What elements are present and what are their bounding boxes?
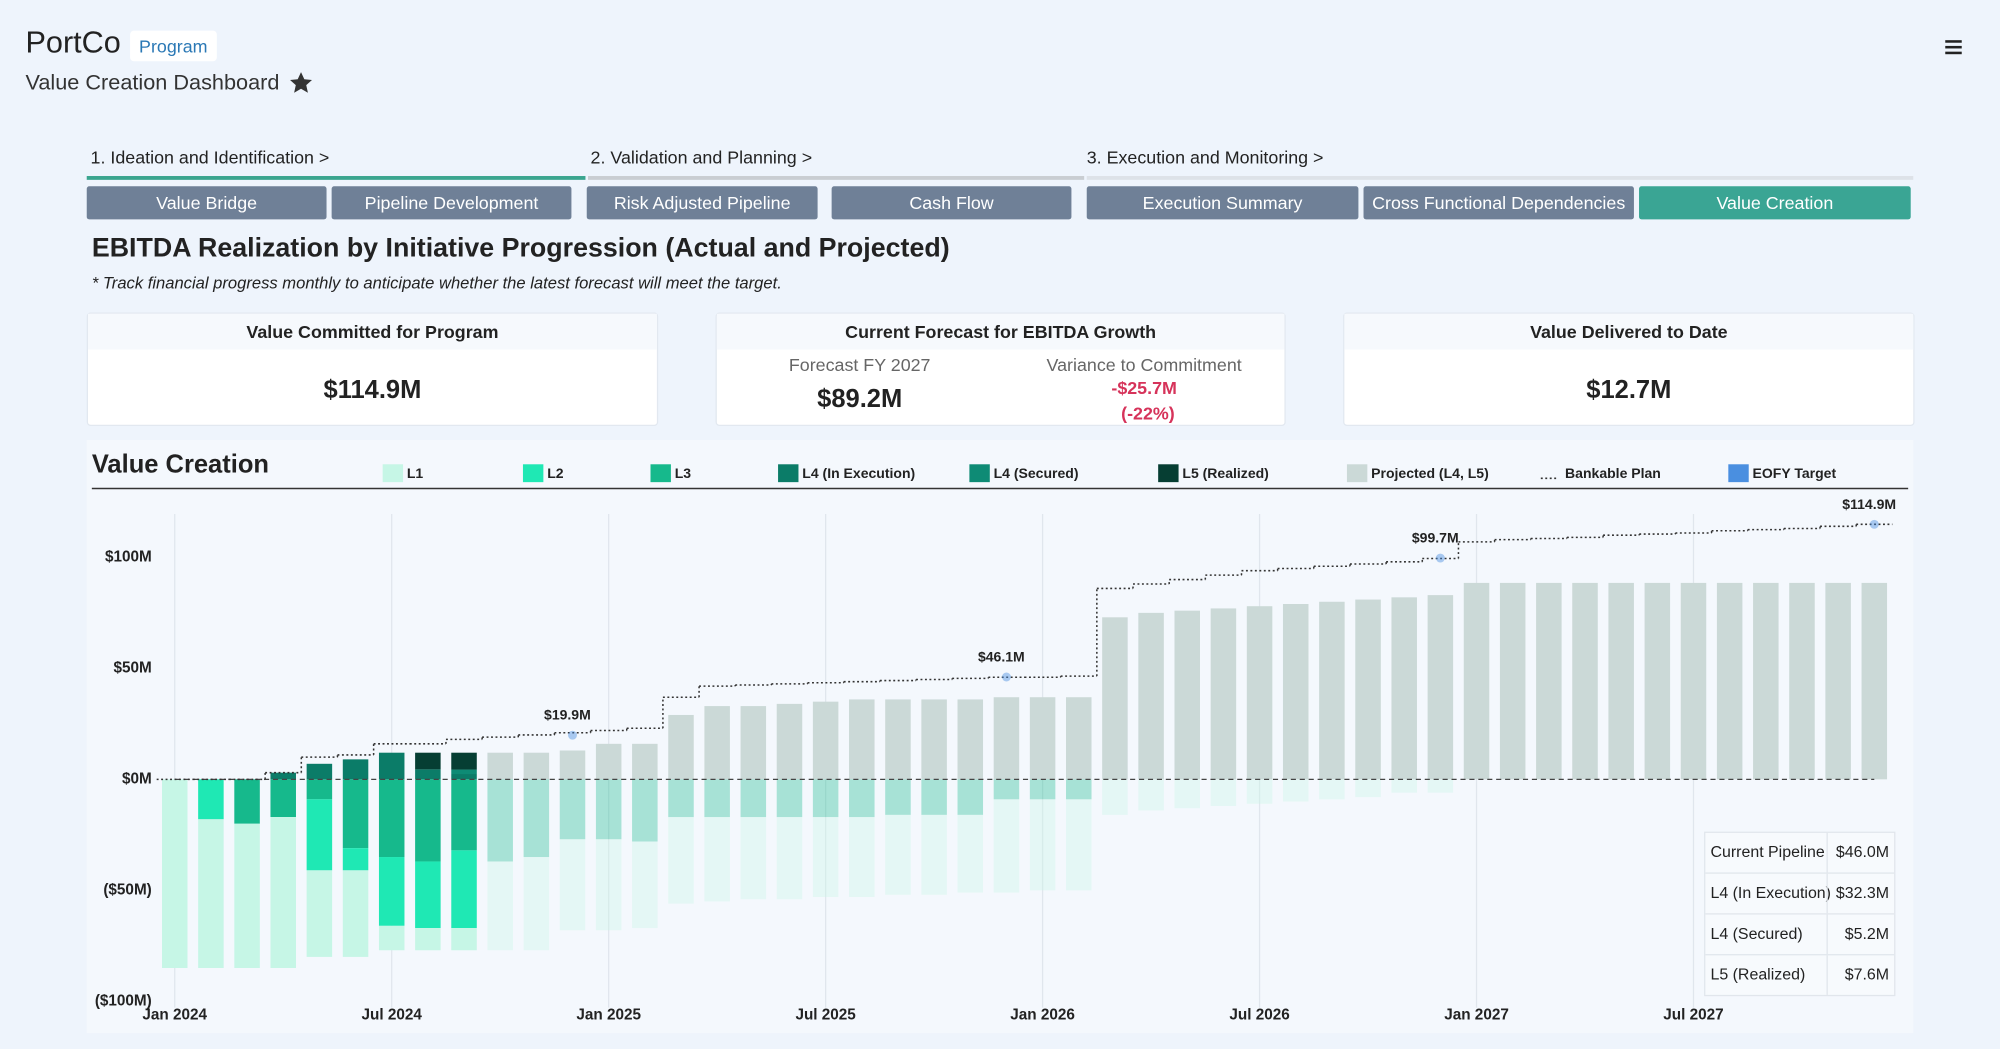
favorite-star[interactable] <box>288 70 314 96</box>
table-label: L5 (Realized) <box>1710 965 1806 984</box>
kpi-card: Value Committed for Program $114.9M <box>86 312 659 427</box>
table-row: L5 (Realized) $7.6M <box>1705 954 1895 995</box>
kpi-title: Value Delivered to Date <box>1344 313 1914 350</box>
badge: Program <box>130 30 217 62</box>
step-bar <box>1086 176 1914 180</box>
table-row: L4 (Secured) $5.2M <box>1705 913 1895 955</box>
tab[interactable]: Execution Summary <box>1086 186 1359 220</box>
kpi-card: Current Forecast for EBITDA Growth Forec… <box>715 312 1286 427</box>
step-bar <box>588 176 1085 180</box>
kpi-value: $114.9M <box>323 376 422 405</box>
kpi-value: $12.7M <box>1586 376 1672 405</box>
step[interactable]: 1. Ideation and Identification > <box>90 146 330 168</box>
dashboard-title: Value Creation Dashboard <box>25 70 280 95</box>
page-title: EBITDA Realization by Initiative Progres… <box>91 233 950 263</box>
kpi-card: Value Delivered to Date $12.7M <box>1343 312 1915 427</box>
tab[interactable]: Cash Flow <box>831 186 1072 220</box>
table-value: $46.0M <box>1826 832 1889 873</box>
tab[interactable]: Risk Adjusted Pipeline <box>586 186 818 220</box>
table-value: $7.6M <box>1826 955 1889 995</box>
note: * Track financial progress monthly to an… <box>91 272 782 293</box>
table-label: Current Pipeline <box>1710 843 1825 861</box>
kpi-label: Forecast FY 2027 <box>788 354 931 375</box>
kpi-variance: -$25.7M <box>1111 377 1177 398</box>
kpi-label: Variance to Commitment <box>1046 354 1242 375</box>
table-row: L4 (In Execution) $32.3M <box>1705 872 1895 914</box>
kpi-title: Current Forecast for EBITDA Growth <box>716 313 1285 350</box>
table-label: L4 (Secured) <box>1710 924 1803 943</box>
step-bar <box>86 176 586 180</box>
table-label: L4 (In Execution) <box>1710 883 1831 902</box>
tab[interactable]: Value Creation <box>1639 186 1911 220</box>
menu-icon[interactable] <box>1945 38 1963 56</box>
step[interactable]: 2. Validation and Planning > <box>590 146 813 168</box>
table-value: $5.2M <box>1826 914 1889 955</box>
kpi-variance-pct: (-22%) <box>1121 403 1175 424</box>
brand: PortCo <box>25 25 121 60</box>
summary-table: Current Pipeline $46.0M L4 (In Execution)… <box>1704 831 1896 997</box>
tab[interactable]: Cross Functional Dependencies <box>1363 186 1634 220</box>
kpi-value: $89.2M <box>817 385 903 414</box>
chart-panel <box>86 440 1914 1034</box>
kpi-title: Value Committed for Program <box>88 313 657 350</box>
tab[interactable]: Pipeline Development <box>331 186 572 220</box>
table-value: $32.3M <box>1826 873 1889 914</box>
step[interactable]: 3. Execution and Monitoring > <box>1086 146 1324 168</box>
table-row: Current Pipeline $46.0M <box>1705 832 1894 873</box>
tab[interactable]: Value Bridge <box>86 186 327 220</box>
